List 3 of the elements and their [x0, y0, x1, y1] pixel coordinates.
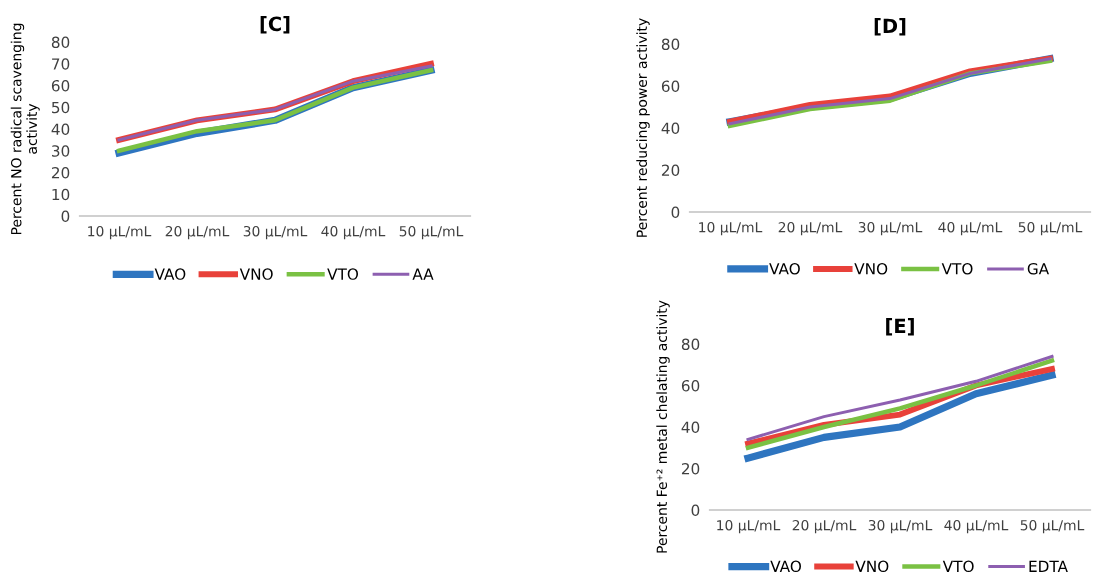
- chart-title: [C]: [260, 16, 290, 34]
- chart-title: [E]: [886, 318, 914, 336]
- chart-title: [D]: [874, 18, 906, 36]
